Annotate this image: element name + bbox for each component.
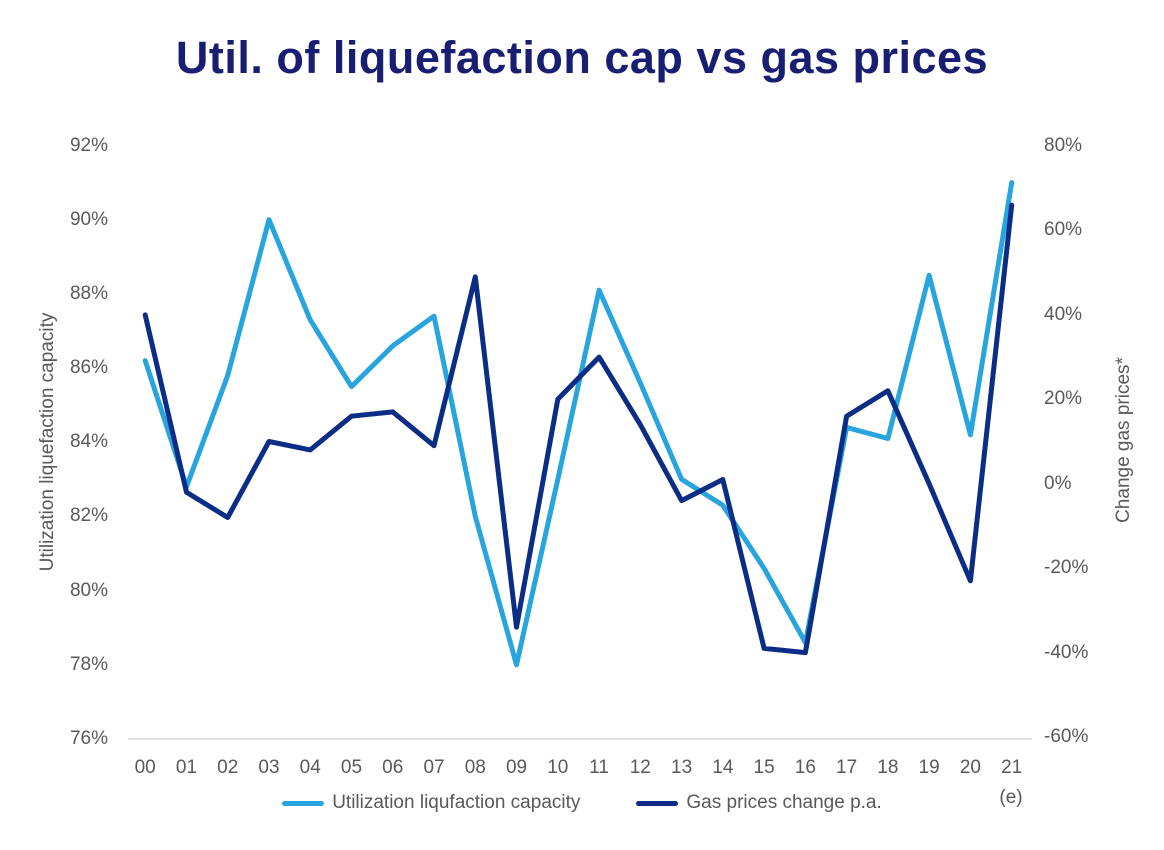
left-axis-tick: 82% — [69, 505, 108, 527]
right-axis-tick: -60% — [1044, 726, 1089, 747]
legend: Utilization liqufaction capacity Gas pri… — [0, 792, 1164, 814]
legend-label-utilization: Utilization liqufaction capacity — [332, 792, 581, 813]
x-axis-tick: 12 — [629, 757, 651, 778]
x-axis-tick: 14 — [712, 757, 734, 778]
x-axis-tick: 02 — [217, 757, 239, 778]
x-axis-tick: 00 — [134, 757, 156, 778]
x-axis-tick: 03 — [258, 757, 280, 778]
right-axis-tick: -20% — [1044, 557, 1089, 579]
x-axis-tick: 17 — [836, 757, 858, 778]
left-axis-tick: 78% — [69, 653, 108, 675]
right-axis-tick: 60% — [1044, 219, 1083, 241]
legend-item-utilization: Utilization liqufaction capacity — [282, 792, 580, 814]
right-axis-tick: 0% — [1044, 472, 1072, 494]
left-axis-tick: 88% — [69, 282, 108, 304]
x-axis-tick: 15 — [753, 757, 775, 778]
x-axis-tick: 06 — [382, 757, 404, 778]
x-axis-tick: 20 — [959, 757, 981, 778]
x-axis-tick: 10 — [547, 757, 569, 778]
left-axis-tick: 76% — [69, 728, 108, 749]
x-axis-tick: 11 — [589, 757, 609, 778]
utilization-line-swatch — [282, 800, 325, 806]
x-axis-tick: 04 — [299, 757, 321, 778]
estimate-label: (e) — [999, 787, 1023, 808]
x-axis-tick: 09 — [505, 757, 528, 778]
x-axis-tick: 16 — [794, 757, 816, 778]
x-axis-tick: 01 — [175, 757, 198, 778]
right-axis-tick: 40% — [1044, 303, 1083, 325]
x-axis-tick: 13 — [671, 757, 693, 778]
x-axis-tick: 19 — [918, 757, 940, 778]
x-axis-tick: 07 — [423, 757, 445, 778]
chart-title: Util. of liquefaction cap vs gas prices — [175, 32, 989, 83]
x-axis-tick: 21 — [1001, 757, 1023, 778]
right-axis-tick: 80% — [1044, 135, 1083, 156]
left-axis-tick: 92% — [69, 134, 108, 156]
left-axis-tick: 86% — [69, 357, 108, 379]
legend-item-gas-prices: Gas prices change p.a. — [636, 792, 882, 814]
left-axis-tick: 90% — [69, 208, 108, 230]
left-axis-tick: 80% — [69, 579, 108, 601]
right-axis-tick: -40% — [1044, 641, 1089, 663]
right-axis-tick: 20% — [1044, 388, 1083, 410]
utilization-line — [142, 180, 1015, 668]
gas-price-line — [142, 202, 1015, 656]
left-axis-tick: 84% — [69, 431, 108, 453]
gas-price-line-swatch — [636, 800, 679, 806]
x-axis-tick: 05 — [340, 757, 363, 778]
x-axis-tick: 18 — [877, 757, 899, 778]
legend-label-gas-prices: Gas prices change p.a. — [686, 792, 882, 813]
x-axis-tick: 08 — [464, 757, 486, 778]
